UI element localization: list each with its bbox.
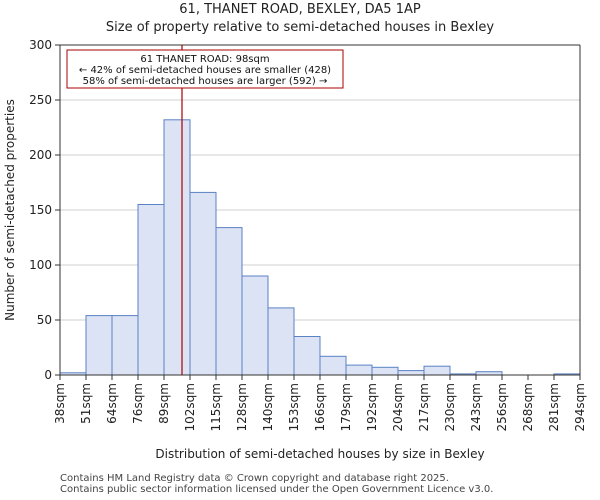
x-tick-label: 128sqm bbox=[235, 383, 249, 431]
x-tick-label: 294sqm bbox=[573, 383, 587, 431]
x-tick-label: 140sqm bbox=[261, 383, 275, 431]
x-tick-label: 166sqm bbox=[313, 383, 327, 431]
x-tick-label: 243sqm bbox=[469, 383, 483, 431]
bar bbox=[85, 315, 113, 376]
y-tick-label: 300 bbox=[29, 38, 52, 52]
bar bbox=[397, 370, 425, 376]
footer-line-2: Contains public sector information licen… bbox=[60, 484, 494, 495]
y-tick-label: 100 bbox=[29, 258, 52, 272]
chart-subtitle: Size of property relative to semi-detach… bbox=[105, 20, 495, 35]
x-tick-label: 64sqm bbox=[105, 383, 119, 424]
bar bbox=[111, 315, 139, 376]
bar bbox=[293, 336, 321, 376]
x-tick-label: 51sqm bbox=[79, 383, 93, 424]
bar bbox=[345, 364, 373, 376]
bar bbox=[163, 119, 191, 376]
bar bbox=[423, 365, 451, 376]
x-tick-label: 281sqm bbox=[547, 383, 561, 431]
x-tick-label: 102sqm bbox=[183, 383, 197, 431]
x-tick-label: 192sqm bbox=[365, 383, 379, 431]
y-axis-label: Number of semi-detached properties bbox=[3, 99, 17, 321]
y-tick-label: 150 bbox=[29, 203, 52, 217]
x-tick-label: 256sqm bbox=[495, 383, 509, 431]
chart-title: 61, THANET ROAD, BEXLEY, DA5 1AP bbox=[179, 2, 421, 17]
y-tick-label: 0 bbox=[44, 368, 52, 382]
y-tick-label: 200 bbox=[29, 148, 52, 162]
annotation-box bbox=[66, 49, 344, 89]
bar bbox=[215, 227, 243, 376]
bar-chart: 0 50 100 150 200 250 300 38sqm 51sqm 64sqm 76sqm 89… bbox=[3, 38, 587, 461]
bar bbox=[137, 204, 165, 376]
bar bbox=[319, 355, 347, 376]
bar bbox=[267, 307, 295, 376]
x-tick-label: 76sqm bbox=[131, 383, 145, 424]
x-tick-label: 179sqm bbox=[339, 383, 353, 431]
x-tick-label: 115sqm bbox=[209, 383, 223, 431]
x-tick-label: 89sqm bbox=[157, 383, 171, 424]
x-tick-label: 230sqm bbox=[443, 383, 457, 431]
x-tick-label: 217sqm bbox=[417, 383, 431, 431]
y-tick-label: 250 bbox=[29, 93, 52, 107]
annotation-line-2: ← 42% of semi-detached houses are smalle… bbox=[79, 65, 331, 76]
x-tick-label: 153sqm bbox=[287, 383, 301, 431]
annotation-line-1: 61 THANET ROAD: 98sqm bbox=[140, 54, 269, 65]
x-tick-label: 268sqm bbox=[521, 383, 535, 431]
annotation-line-3: 58% of semi-detached houses are larger (… bbox=[83, 76, 328, 87]
footer-line-1: Contains HM Land Registry data © Crown c… bbox=[60, 473, 449, 484]
x-tick-label: 204sqm bbox=[391, 383, 405, 431]
x-axis-label: Distribution of semi-detached houses by … bbox=[155, 447, 484, 461]
y-tick-label: 50 bbox=[37, 313, 52, 327]
bar bbox=[371, 366, 399, 376]
bar bbox=[189, 191, 217, 376]
x-tick-label: 38sqm bbox=[53, 383, 67, 424]
bar bbox=[241, 275, 269, 376]
